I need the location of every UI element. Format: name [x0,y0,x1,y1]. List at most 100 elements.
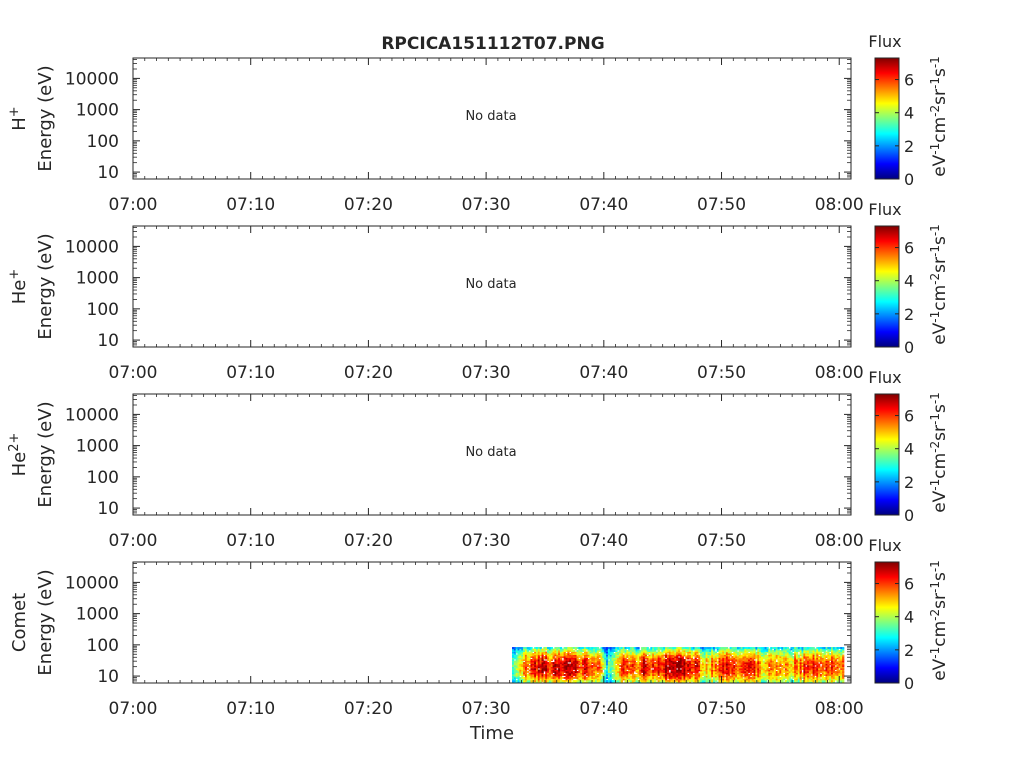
flux-cell [795,681,799,683]
unit-exponent: -1 [928,311,942,323]
flux-cell [563,660,566,663]
flux-cell [773,650,777,652]
flux-cell [571,653,574,655]
flux-cell [676,657,679,660]
flux-cell [559,656,563,658]
flux-cell [611,681,614,683]
flux-cell [836,654,839,657]
flux-cell [537,651,541,654]
flux-cell [687,653,690,655]
flux-cell [583,669,587,672]
flux-cell [738,675,742,678]
flux-cell [784,651,788,654]
flux-cell [733,657,736,660]
flux-cell [733,659,736,661]
flux-cell [781,681,784,683]
flux-cell [569,669,572,672]
flux-cell [663,663,666,666]
flux-cell [613,669,616,672]
flux-cell [633,674,636,676]
flux-cell [539,663,542,666]
flux-cell [548,668,552,670]
flux-cell [799,650,802,652]
flux-cell [795,650,799,652]
flux-cell [748,656,751,658]
flux-cell [652,672,655,675]
flux-cell [740,678,743,681]
flux-cell [825,681,828,683]
flux-cell [731,657,734,660]
flux-cell [567,656,570,658]
flux-cell [766,668,769,670]
flux-cell [818,669,821,672]
flux-cell [665,660,668,663]
flux-cell [687,677,690,679]
flux-cell [701,678,705,681]
flux-cell [526,674,529,676]
flux-cell [797,681,801,683]
flux-cell [742,680,745,682]
flux-cell [810,651,813,654]
flux-cell [773,674,777,676]
flux-cell [537,650,541,652]
flux-cell [552,653,555,655]
flux-cell [760,663,764,666]
flux-cell [694,660,697,663]
flux-cell [585,653,589,655]
flux-cell [770,671,773,673]
flux-cell [526,662,529,664]
flux-cell [515,680,518,682]
flux-cell [613,671,616,673]
flux-cell [561,656,565,658]
flux-cell [565,672,568,675]
flux-cell [541,663,544,666]
flux-cell [742,681,745,683]
flux-cell [668,677,671,679]
flux-cell [725,666,729,669]
colorbar-tick-label: 0 [904,170,914,189]
flux-cell [583,677,587,679]
flux-cell [696,651,699,654]
flux-cell [521,672,524,675]
flux-cell [801,650,804,652]
flux-cell [781,647,784,649]
flux-cell [772,677,775,679]
flux-cell [784,663,788,666]
flux-cell [768,659,771,661]
flux-cell [821,674,825,676]
flux-cell [801,657,804,660]
flux-cell [689,669,692,672]
flux-cell [818,680,821,682]
flux-cell [727,680,730,682]
flux-cell [779,662,782,664]
flux-cell [842,648,845,651]
flux-cell [524,659,528,661]
flux-cell [565,666,568,669]
flux-cell [633,681,636,683]
flux-cell [801,648,804,651]
flux-cell [512,677,515,679]
flux-cell [755,651,758,654]
flux-cell [565,647,568,649]
flux-cell [580,665,583,667]
flux-cell [512,680,515,682]
flux-cell [690,657,694,660]
flux-cell [681,650,684,652]
flux-cell [672,665,675,667]
flux-cell [797,671,801,673]
flux-cell [786,672,790,675]
flux-cell [713,666,716,669]
flux-cell [736,648,740,651]
flux-cell [746,662,749,664]
flux-cell [594,678,598,681]
flux-cell [722,648,725,651]
flux-cell [550,651,553,654]
flux-cell [814,662,817,664]
flux-cell [703,666,707,669]
x-tick-label: 07:00 [109,195,158,215]
flux-cell [821,650,825,652]
flux-cell [594,681,598,683]
flux-cell [840,678,843,681]
flux-cell [644,648,648,651]
flux-cell [630,653,633,655]
